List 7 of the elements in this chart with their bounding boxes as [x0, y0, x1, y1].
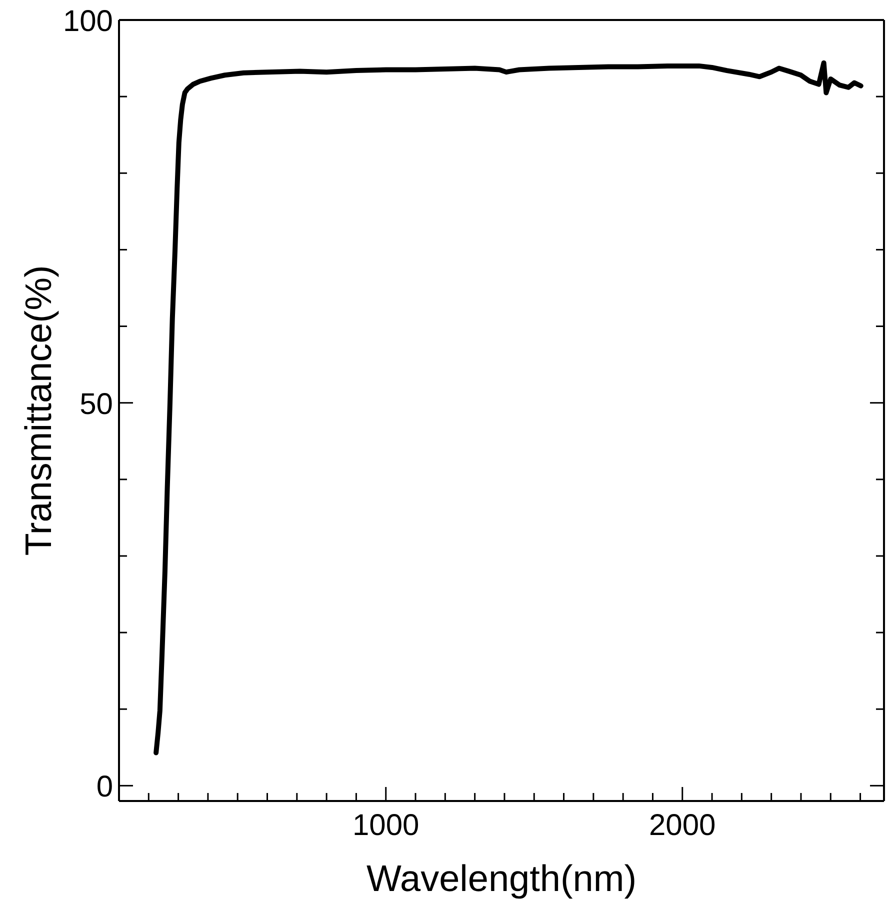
y-tick-label: 100	[62, 5, 113, 38]
x-tick-label: 1000	[352, 809, 420, 842]
x-axis-title: Wavelength(nm)	[366, 858, 637, 899]
x-tick-label: 2000	[648, 809, 716, 842]
y-tick-label: 0	[96, 770, 113, 804]
y-axis-title: Transmittance(%)	[18, 265, 60, 556]
y-tick-label: 50	[80, 388, 113, 421]
